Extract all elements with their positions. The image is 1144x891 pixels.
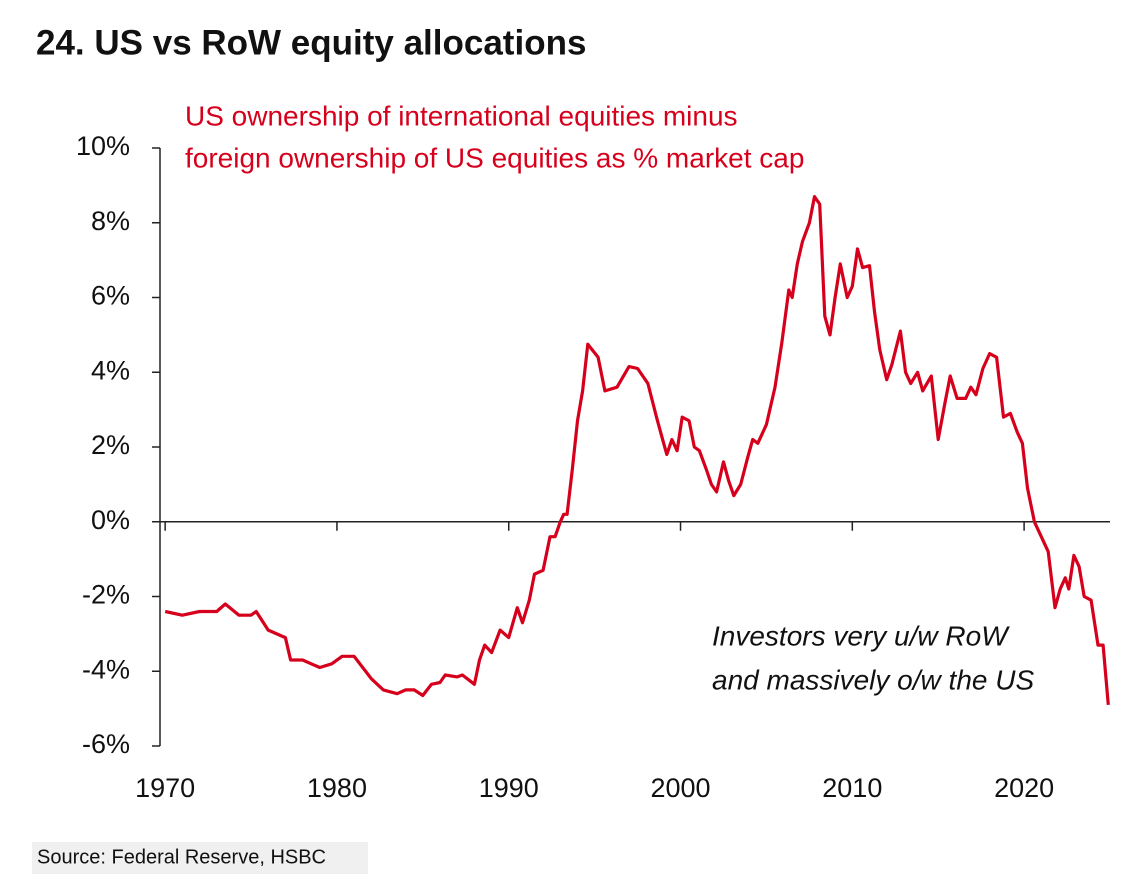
y-tick-label: 6%: [91, 281, 130, 311]
annotation: Investors very u/w RoW: [712, 620, 1010, 651]
y-tick-label: -6%: [82, 729, 130, 759]
data-line: [164, 195, 1110, 706]
source: Source: Federal Reserve, HSBC: [37, 846, 326, 868]
y-tick-label: -2%: [82, 580, 130, 610]
chart-title: 24. US vs RoW equity allocations: [36, 23, 586, 62]
y-tick-label: 4%: [91, 355, 130, 385]
x-tick-label: 2020: [994, 773, 1054, 803]
chart-subtitle: foreign ownership of US equities as % ma…: [185, 142, 804, 173]
annotation: and massively o/w the US: [712, 664, 1034, 695]
x-tick-label: 2010: [822, 773, 882, 803]
y-tick-label: -4%: [82, 654, 130, 684]
source-background: [32, 842, 368, 874]
x-tick-label: 2000: [650, 773, 710, 803]
x-tick-label: 1990: [479, 773, 539, 803]
chart-subtitle: US ownership of international equities m…: [185, 100, 738, 131]
x-tick-label: 1980: [307, 773, 367, 803]
y-tick-label: 10%: [76, 131, 130, 161]
y-tick-label: 0%: [91, 505, 130, 535]
y-tick-label: 2%: [91, 430, 130, 460]
y-tick-label: 8%: [91, 206, 130, 236]
x-tick-label: 1970: [135, 773, 195, 803]
